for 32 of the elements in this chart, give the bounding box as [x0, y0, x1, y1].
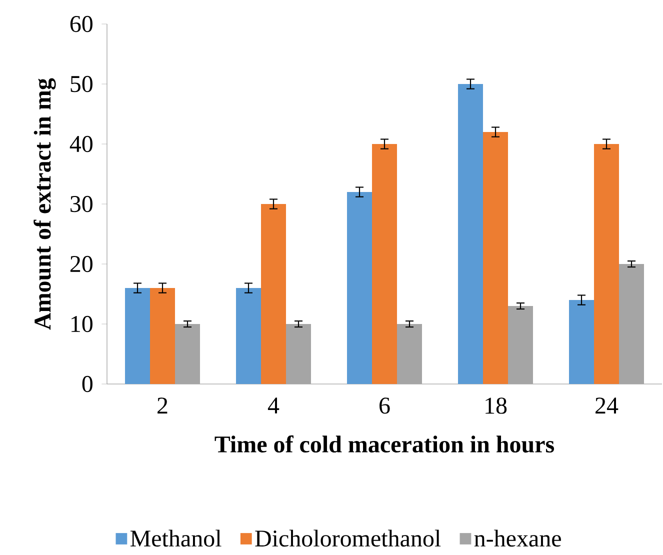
bar [286, 324, 311, 384]
x-tick-label: 2 [158, 397, 168, 414]
bar [150, 288, 176, 384]
bar [236, 288, 261, 384]
bar [483, 132, 508, 384]
bar [619, 264, 644, 384]
bar [175, 324, 200, 384]
bar [458, 84, 484, 384]
y-tick-label: 40 [70, 136, 92, 152]
y-tick-label: 50 [70, 76, 92, 92]
bar [508, 306, 534, 384]
bar [125, 288, 150, 384]
y-axis-title: Amount of extract in mg [34, 78, 56, 330]
legend-label: Dicholoromethanol [255, 530, 441, 546]
bar [372, 144, 397, 384]
x-tick-label: 24 [596, 397, 618, 414]
bar [594, 144, 620, 384]
legend-label: n-hexane [474, 530, 561, 546]
x-tick-label: 6 [380, 397, 390, 414]
y-tick-label: 20 [70, 256, 92, 272]
y-tick-label: 0 [82, 376, 92, 392]
x-axis-title: Time of cold maceration in hours [214, 435, 554, 452]
bar [347, 192, 372, 384]
y-tick-label: 60 [70, 16, 92, 32]
x-tick-label: 4 [268, 397, 280, 414]
y-tick-label: 30 [70, 196, 92, 212]
y-tick-label: 10 [72, 316, 92, 332]
bar [569, 300, 594, 384]
bar [397, 324, 422, 384]
bar [261, 204, 286, 384]
legend-label: Methanol [130, 530, 222, 546]
x-tick-label: 18 [486, 397, 507, 414]
